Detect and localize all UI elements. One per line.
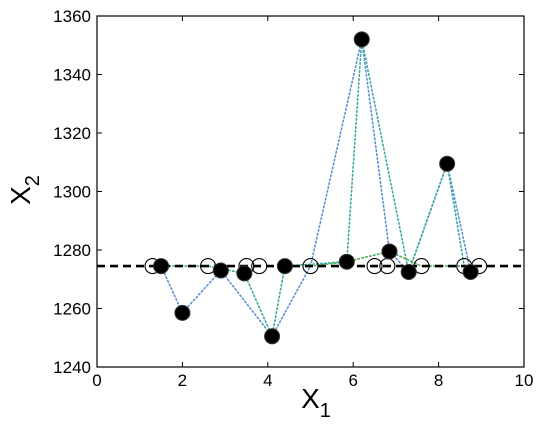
- filled-point-11: [439, 155, 456, 172]
- x-axis-title: X1: [301, 383, 331, 422]
- filled-point-2: [174, 304, 191, 321]
- y-tick-label: 1340: [53, 66, 91, 85]
- connector-line-1: [160, 39, 472, 338]
- filled-point-3: [212, 262, 229, 279]
- data-points: [144, 31, 488, 345]
- x-tick-label: 6: [348, 371, 357, 390]
- open-point-4: [251, 258, 268, 275]
- x-tick-label: 0: [92, 371, 101, 390]
- connector-line-2: [160, 39, 466, 339]
- x-tick-labels: 0 2 4 6 8 10: [92, 371, 533, 390]
- filled-point-10: [400, 263, 417, 280]
- x-tick-label: 8: [434, 371, 443, 390]
- connector-lines: [160, 39, 480, 339]
- open-point-7: [379, 258, 396, 275]
- y-tick-labels: 1240 1260 1280 1300 1320 1340 1360: [53, 7, 91, 377]
- filled-point-7: [338, 253, 355, 270]
- x-tick-label: 10: [515, 371, 534, 390]
- y-tick-label: 1260: [53, 300, 91, 319]
- filled-point-6: [276, 258, 293, 275]
- filled-point-1: [153, 258, 170, 275]
- axis-ticks: [96, 15, 525, 368]
- y-tick-label: 1320: [53, 124, 91, 143]
- open-point-6: [366, 258, 383, 275]
- y-tick-label: 1240: [53, 358, 91, 377]
- y-tick-label: 1300: [53, 183, 91, 202]
- y-axis-title: X2: [5, 175, 44, 205]
- x-axis-label: X: [301, 383, 320, 414]
- y-axis-label: X: [5, 186, 36, 205]
- y-axis-label-subscript: 2: [22, 175, 44, 186]
- filled-point-8: [353, 31, 370, 48]
- y-tick-label: 1280: [53, 241, 91, 260]
- x-tick-label: 4: [263, 371, 272, 390]
- filled-point-9: [381, 243, 398, 260]
- x-tick-label: 2: [178, 371, 187, 390]
- filled-point-4: [236, 265, 253, 282]
- y-tick-label: 1360: [53, 7, 91, 26]
- plot-frame: [96, 15, 525, 368]
- filled-point-12: [462, 263, 479, 280]
- x-axis-label-subscript: 1: [320, 400, 331, 422]
- open-point-5: [302, 258, 319, 275]
- filled-point-5: [264, 328, 281, 345]
